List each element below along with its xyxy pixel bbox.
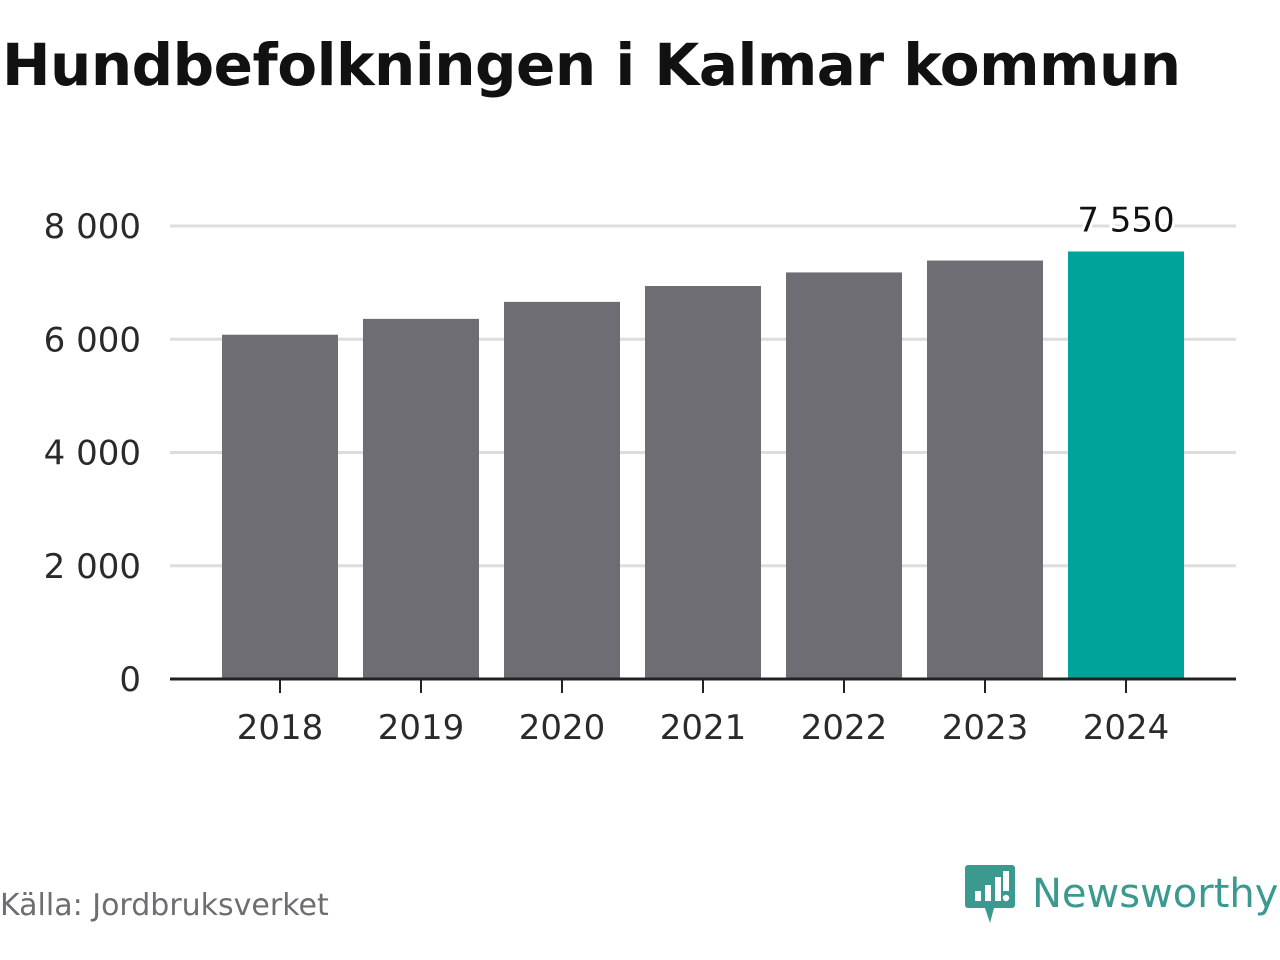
x-tick-label: 2022	[801, 708, 888, 748]
y-tick-label: 6 000	[44, 320, 141, 360]
source-note: Källa: Jordbruksverket	[0, 888, 329, 923]
x-axis	[170, 677, 1236, 693]
brand-logo: Newsworthy	[964, 862, 1278, 926]
newsworthy-logo-icon	[965, 865, 1015, 923]
bar-2019	[363, 318, 479, 679]
chart-title: Hundbefolkningen i Kalmar kommun	[2, 31, 1181, 99]
labels: 0 2 000 4 000 6 000 8 000 2018 2019 2020 2021 202…	[44, 197, 1178, 748]
bars	[222, 251, 1184, 679]
bar-2021	[645, 286, 761, 679]
data-label: 7 550	[1077, 200, 1174, 240]
bar-2018	[222, 334, 338, 679]
bar-2023	[927, 260, 1043, 679]
y-tick-label: 4 000	[44, 434, 141, 474]
bar-2024	[1068, 251, 1184, 679]
x-tick-label: 2019	[378, 708, 465, 748]
x-tick-label: 2020	[519, 708, 606, 748]
brand-name: Newsworthy	[1032, 871, 1279, 917]
x-tick-label: 2018	[237, 708, 324, 748]
y-tick-label: 0	[119, 660, 141, 700]
x-tick-label: 2024	[1083, 708, 1170, 748]
x-tick-label: 2021	[660, 708, 747, 748]
y-tick-label: 8 000	[44, 207, 141, 247]
bar-2020	[504, 301, 620, 679]
bar-2022	[786, 272, 902, 679]
x-tick-label: 2023	[942, 708, 1029, 748]
y-tick-label: 2 000	[44, 547, 141, 587]
